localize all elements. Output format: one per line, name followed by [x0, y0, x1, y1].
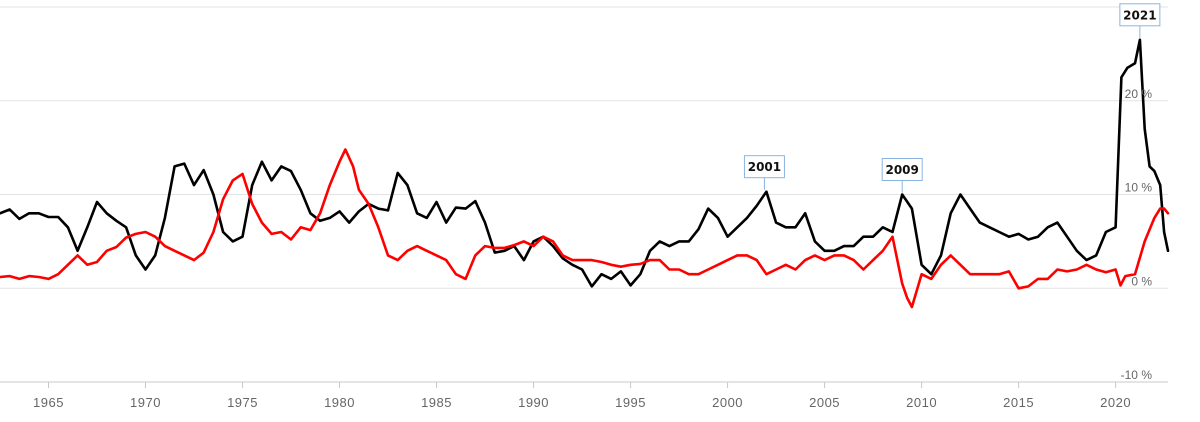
y-tick-label: 0 % — [1131, 274, 1152, 288]
annotation-box — [881, 158, 923, 181]
annotation-2009: 2009 — [881, 158, 923, 193]
x-tick-label: 1970 — [130, 395, 161, 410]
x-tick-label: 1980 — [324, 395, 355, 410]
y-axis: 20 % 10 % 0 % -10 % — [1121, 87, 1153, 382]
x-tick-label: 2000 — [712, 395, 743, 410]
annotation-2001: 2001 — [743, 155, 785, 190]
series-lines — [0, 38, 1170, 309]
x-tick-label: 2005 — [809, 395, 840, 410]
x-tick-label: 1985 — [421, 395, 452, 410]
x-tick-label: 1975 — [227, 395, 258, 410]
annotations: 2001 2009 2021 — [743, 3, 1161, 193]
annotation-label: 2021 — [1123, 8, 1156, 22]
annotation-2021: 2021 — [1119, 3, 1161, 38]
x-tick-label: 1990 — [518, 395, 549, 410]
x-tick-label: 2015 — [1003, 395, 1034, 410]
series-line-1 — [0, 38, 1170, 288]
y-tick-label: -10 % — [1121, 368, 1153, 382]
x-axis: 1965 1970 1975 1980 1985 1990 1995 2000 2005 2010… — [0, 381, 1168, 410]
series-line-2 — [0, 148, 1170, 309]
annotation-box — [1119, 3, 1161, 27]
x-tick-label: 2020 — [1100, 395, 1131, 410]
annotation-box — [743, 155, 785, 179]
annotation-label: 2001 — [748, 160, 781, 174]
annotation-label: 2009 — [885, 163, 918, 177]
y-tick-label: 20 % — [1125, 87, 1153, 101]
x-tick-label: 1965 — [33, 395, 64, 410]
x-tick-label: 2010 — [906, 395, 937, 410]
y-tick-label: 10 % — [1125, 181, 1153, 195]
x-tick-label: 1995 — [615, 395, 646, 410]
gridlines — [0, 6, 1168, 383]
